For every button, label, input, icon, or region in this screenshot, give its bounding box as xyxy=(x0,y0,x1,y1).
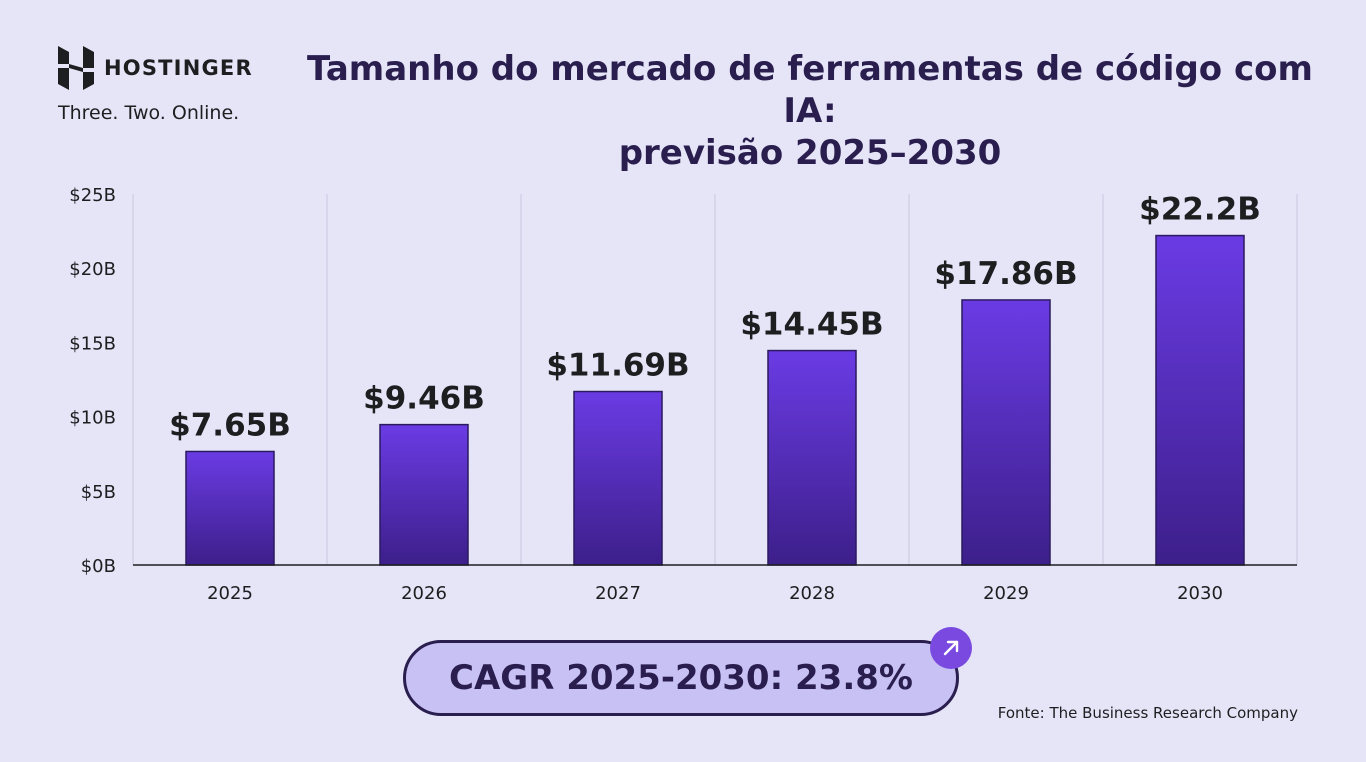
x-tick-label: 2026 xyxy=(401,583,447,604)
chart-title: Tamanho do mercado de ferramentas de cód… xyxy=(290,48,1330,174)
y-axis-ticks: $0B $5B $10B $15B $20B $25B xyxy=(69,185,116,577)
y-tick-label: $25B xyxy=(69,185,116,206)
chart-title-line-1: Tamanho do mercado de ferramentas de cód… xyxy=(307,49,1313,131)
bar-2025 xyxy=(185,450,275,566)
data-label-2030: $22.2B xyxy=(1139,192,1261,228)
chart-title-line-2: previsão 2025–2030 xyxy=(618,133,1002,173)
y-tick-label: $10B xyxy=(69,408,116,429)
bars xyxy=(185,234,1245,566)
y-tick-label: $5B xyxy=(81,482,116,503)
bar-2030 xyxy=(1155,234,1245,566)
data-labels: $7.65B $9.46B $11.69B $14.45B $17.86B $22.2B xyxy=(169,192,1261,444)
bar-chart: $0B $5B $10B $15B $20B $25B $7.65B $9.46B $11.6… xyxy=(69,185,1298,604)
x-tick-label: 2027 xyxy=(595,583,641,604)
bar-2027 xyxy=(573,390,663,566)
data-label-2027: $11.69B xyxy=(546,348,689,384)
bar-2026 xyxy=(379,423,469,566)
grid-lines xyxy=(132,194,1298,565)
brand-name: HOSTINGER xyxy=(104,56,253,80)
data-label-2025: $7.65B xyxy=(169,407,291,443)
x-tick-label: 2028 xyxy=(789,583,835,604)
y-tick-label: $15B xyxy=(69,333,116,354)
hostinger-logo-icon xyxy=(58,46,94,90)
data-label-2026: $9.46B xyxy=(363,381,485,417)
bar-2029 xyxy=(961,299,1051,566)
data-label-2028: $14.45B xyxy=(740,307,883,343)
x-tick-label: 2025 xyxy=(207,583,253,604)
y-tick-label: $20B xyxy=(69,259,116,280)
y-tick-label: $0B xyxy=(81,556,116,577)
brand: HOSTINGER Three. Two. Online. xyxy=(58,46,253,124)
source-note: Fonte: The Business Research Company xyxy=(997,704,1298,722)
brand-tagline: Three. Two. Online. xyxy=(58,102,240,124)
cagr-label: CAGR 2025-2030: 23.8% xyxy=(449,658,913,698)
arrow-up-right-icon xyxy=(930,627,972,669)
x-tick-label: 2029 xyxy=(983,583,1029,604)
cagr-pill: CAGR 2025-2030: 23.8% xyxy=(403,640,959,716)
data-label-2029: $17.86B xyxy=(934,256,1077,292)
x-tick-label: 2030 xyxy=(1177,583,1223,604)
bar-2028 xyxy=(767,349,857,566)
x-axis-ticks: 2025 2026 2027 2028 2029 2030 xyxy=(207,583,1223,604)
